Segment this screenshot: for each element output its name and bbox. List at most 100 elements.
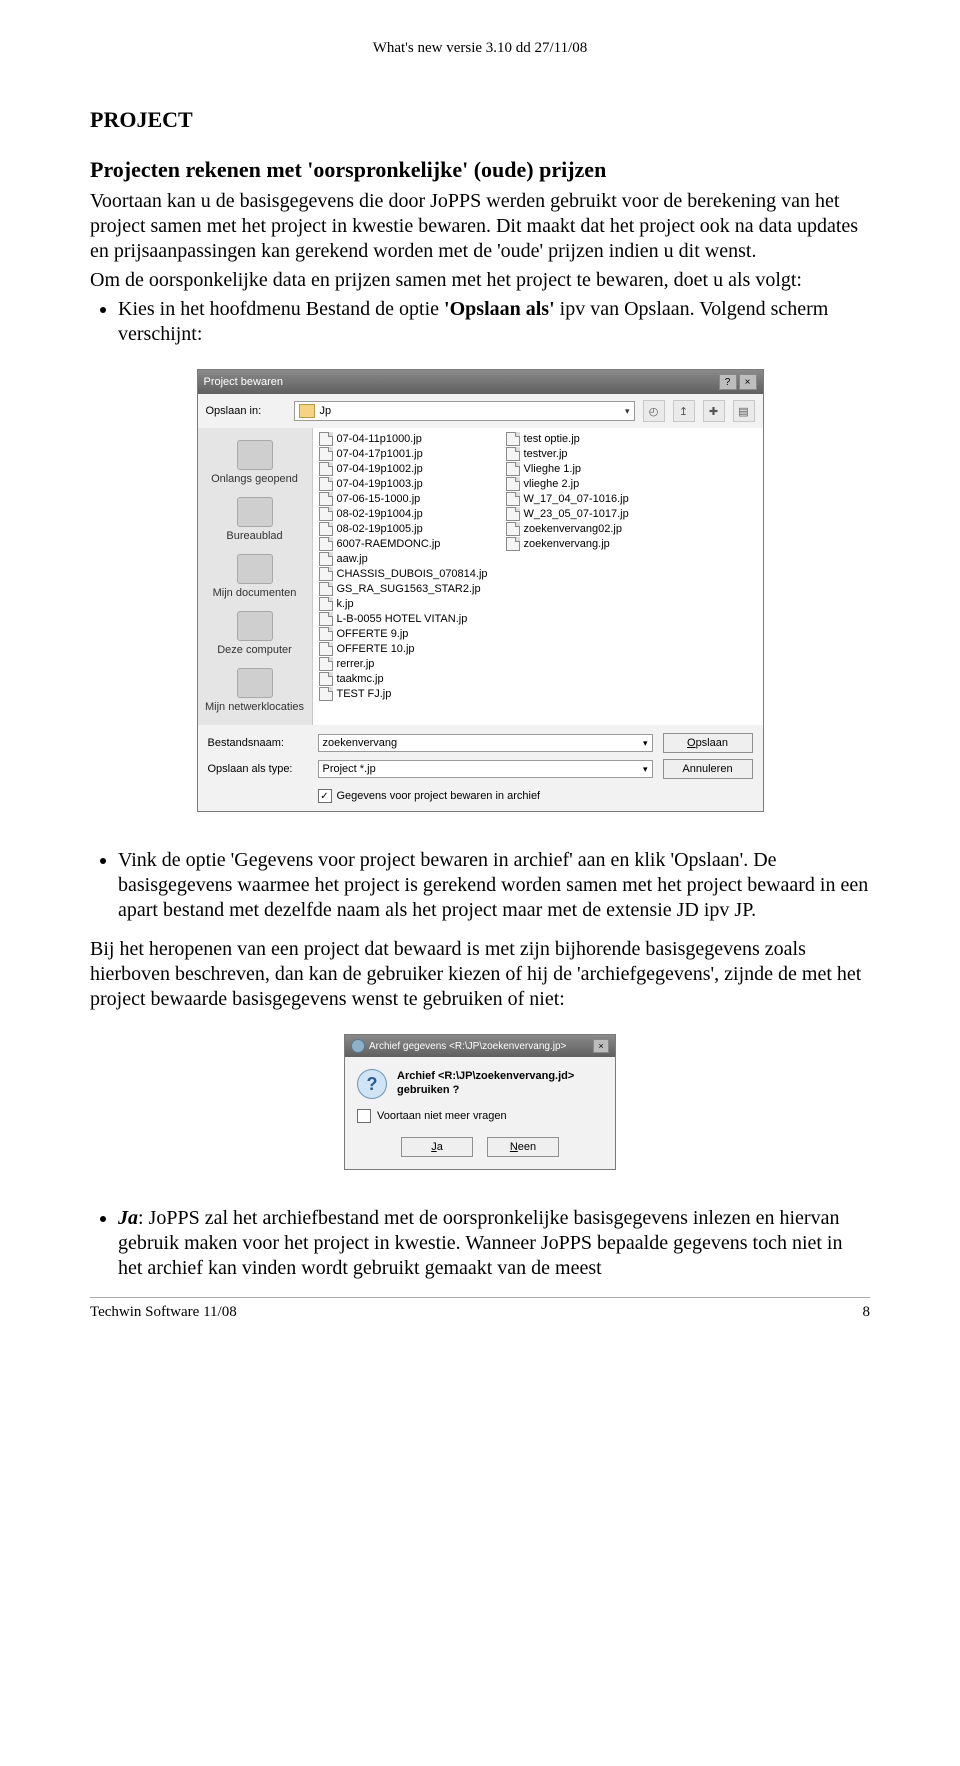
- places-bar: Onlangs geopend Bureaublad Mijn document…: [198, 428, 313, 725]
- filename-label: Bestandsnaam:: [208, 737, 308, 749]
- file-icon: [506, 477, 520, 491]
- file-item[interactable]: zoekenvervang02.jp: [506, 522, 629, 536]
- file-item[interactable]: Vlieghe 1.jp: [506, 462, 629, 476]
- bullet-1-a: Kies in het hoofdmenu Bestand de optie: [118, 298, 444, 320]
- question-icon: ?: [357, 1069, 387, 1099]
- file-item[interactable]: 07-04-17p1001.jp: [319, 447, 488, 461]
- folder-icon: [299, 404, 315, 418]
- paragraph-3: Bij het heropenen van een project dat be…: [90, 937, 870, 1012]
- file-icon: [506, 492, 520, 506]
- file-icon: [319, 447, 333, 461]
- file-item[interactable]: W_17_04_07-1016.jp: [506, 492, 629, 506]
- page-header: What's new versie 3.10 dd 27/11/08: [90, 40, 870, 57]
- cancel-button[interactable]: Annuleren: [663, 759, 753, 779]
- file-icon: [319, 537, 333, 551]
- back-icon[interactable]: ◴: [643, 400, 665, 422]
- mydocs-icon: [237, 554, 273, 584]
- file-item[interactable]: TEST FJ.jp: [319, 687, 488, 701]
- file-icon: [319, 477, 333, 491]
- file-item[interactable]: 07-04-19p1002.jp: [319, 462, 488, 476]
- file-icon: [319, 687, 333, 701]
- dont-ask-checkbox[interactable]: [357, 1109, 371, 1123]
- file-icon: [506, 522, 520, 536]
- file-item[interactable]: taakmc.jp: [319, 672, 488, 686]
- file-item[interactable]: 6007-RAEMDONC.jp: [319, 537, 488, 551]
- chevron-down-icon: ▾: [643, 738, 648, 749]
- file-item[interactable]: L-B-0055 HOTEL VITAN.jp: [319, 612, 488, 626]
- confirm-title: Archief gegevens <R:\JP\zoekenvervang.jp…: [369, 1041, 566, 1052]
- archive-checkbox[interactable]: ✓: [318, 789, 332, 803]
- place-mydocs[interactable]: Mijn documenten: [200, 548, 310, 605]
- bullet-3: Ja: JoPPS zal het archiefbestand met de …: [118, 1206, 870, 1281]
- folder-dropdown[interactable]: Jp ▾: [294, 401, 635, 421]
- file-icon: [319, 432, 333, 446]
- footer-left: Techwin Software 11/08: [90, 1304, 237, 1321]
- file-item[interactable]: 08-02-19p1005.jp: [319, 522, 488, 536]
- place-network[interactable]: Mijn netwerklocaties: [200, 662, 310, 719]
- close-button[interactable]: ×: [739, 374, 757, 390]
- file-icon: [506, 537, 520, 551]
- save-button[interactable]: OOpslaanpslaan: [663, 733, 753, 753]
- file-item[interactable]: OFFERTE 9.jp: [319, 627, 488, 641]
- archive-checkbox-label: Gegevens voor project bewaren in archief: [337, 790, 541, 802]
- place-computer[interactable]: Deze computer: [200, 605, 310, 662]
- section-title: PROJECT: [90, 107, 870, 133]
- save-dialog: Project bewaren ? × Opslaan in: Jp ▾ ◴ ↥…: [197, 369, 764, 812]
- file-item[interactable]: 07-06-15-1000.jp: [319, 492, 488, 506]
- file-icon: [319, 522, 333, 536]
- yes-button[interactable]: Ja: [401, 1137, 473, 1157]
- file-icon: [319, 597, 333, 611]
- file-item[interactable]: vlieghe 2.jp: [506, 477, 629, 491]
- file-icon: [319, 507, 333, 521]
- confirm-dialog: Archief gegevens <R:\JP\zoekenvervang.jp…: [344, 1034, 616, 1170]
- paragraph-2: Om de oorsponkelijke data en prijzen sam…: [90, 268, 870, 293]
- file-item[interactable]: rerrer.jp: [319, 657, 488, 671]
- file-icon: [319, 492, 333, 506]
- computer-icon: [237, 611, 273, 641]
- file-item[interactable]: aaw.jp: [319, 552, 488, 566]
- chevron-down-icon: ▾: [643, 764, 648, 775]
- network-icon: [237, 668, 273, 698]
- file-icon: [319, 462, 333, 476]
- file-item[interactable]: CHASSIS_DUBOIS_070814.jp: [319, 567, 488, 581]
- no-button[interactable]: Neen: [487, 1137, 559, 1157]
- dialog-titlebar: Project bewaren ? ×: [198, 370, 763, 394]
- dont-ask-label: Voortaan niet meer vragen: [377, 1110, 507, 1122]
- views-icon[interactable]: ▤: [733, 400, 755, 422]
- file-item[interactable]: zoekenvervang.jp: [506, 537, 629, 551]
- file-item[interactable]: testver.jp: [506, 447, 629, 461]
- help-button[interactable]: ?: [719, 374, 737, 390]
- subsection-title: Projecten rekenen met 'oorspronkelijke' …: [90, 157, 870, 183]
- file-item[interactable]: 07-04-11p1000.jp: [319, 432, 488, 446]
- file-item[interactable]: test optie.jp: [506, 432, 629, 446]
- close-button[interactable]: ×: [593, 1039, 609, 1053]
- up-icon[interactable]: ↥: [673, 400, 695, 422]
- confirm-titlebar: Archief gegevens <R:\JP\zoekenvervang.jp…: [345, 1035, 615, 1057]
- file-item[interactable]: W_23_05_07-1017.jp: [506, 507, 629, 521]
- file-item[interactable]: GS_RA_SUG1563_STAR2.jp: [319, 582, 488, 596]
- file-item[interactable]: k.jp: [319, 597, 488, 611]
- file-icon: [506, 462, 520, 476]
- file-icon: [319, 582, 333, 596]
- recent-icon: [237, 440, 273, 470]
- file-icon: [319, 567, 333, 581]
- confirm-message: Archief <R:\JP\zoekenvervang.jd> gebruik…: [397, 1069, 574, 1099]
- type-select[interactable]: Project *.jp ▾: [318, 760, 653, 778]
- place-desktop[interactable]: Bureaublad: [200, 491, 310, 548]
- bullet-1: Kies in het hoofdmenu Bestand de optie '…: [118, 297, 870, 347]
- chevron-down-icon: ▾: [625, 406, 630, 417]
- file-icon: [319, 657, 333, 671]
- file-list[interactable]: 07-04-11p1000.jp07-04-17p1001.jp07-04-19…: [313, 428, 763, 725]
- footer-page-number: 8: [863, 1304, 871, 1321]
- lookin-label: Opslaan in:: [206, 405, 286, 417]
- paragraph-1: Voortaan kan u de basisgegevens die door…: [90, 189, 870, 264]
- place-recent[interactable]: Onlangs geopend: [200, 434, 310, 491]
- newfolder-icon[interactable]: ✚: [703, 400, 725, 422]
- bullet-2: Vink de optie 'Gegevens voor project bew…: [118, 848, 870, 923]
- file-item[interactable]: 07-04-19p1003.jp: [319, 477, 488, 491]
- file-item[interactable]: 08-02-19p1004.jp: [319, 507, 488, 521]
- dialog-title: Project bewaren: [204, 376, 284, 388]
- filename-input[interactable]: zoekenvervang ▾: [318, 734, 653, 752]
- file-item[interactable]: OFFERTE 10.jp: [319, 642, 488, 656]
- bullet-1-strong: 'Opslaan als': [444, 298, 555, 320]
